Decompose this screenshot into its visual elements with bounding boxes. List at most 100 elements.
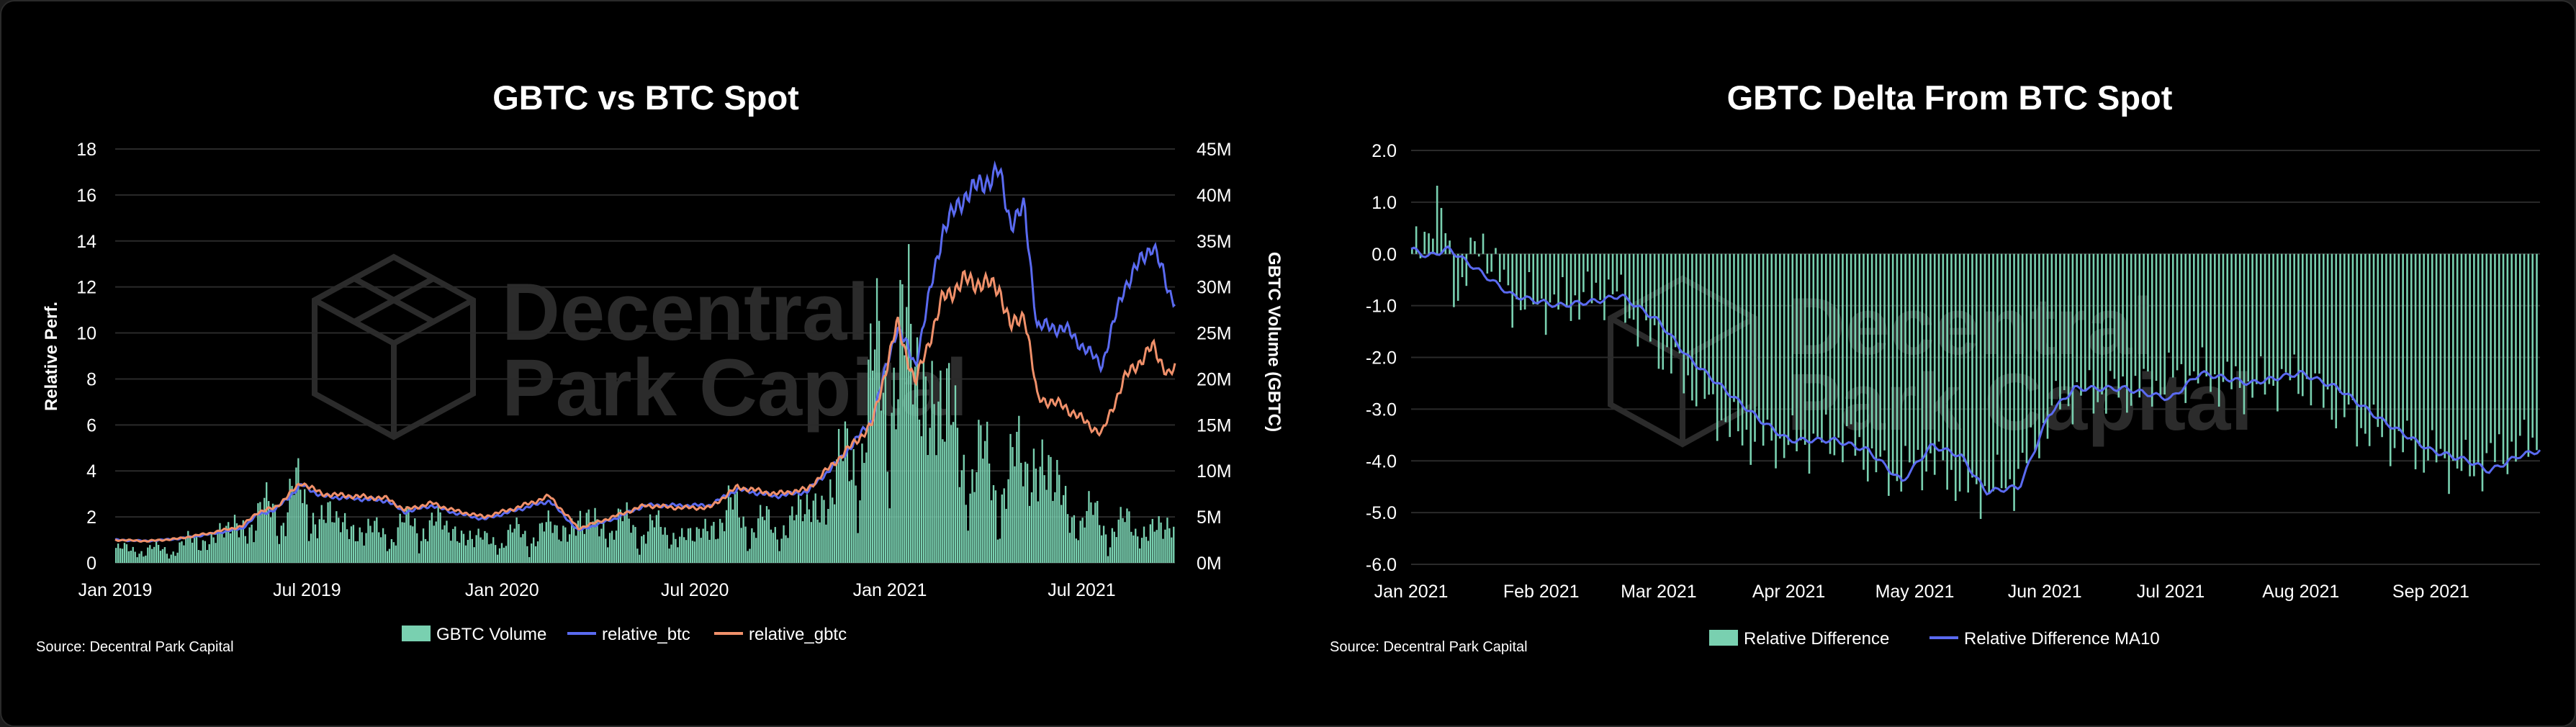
volume-bar (361, 532, 363, 563)
volume-bar (145, 555, 147, 563)
volume-bar (498, 548, 501, 563)
volume-bar (371, 532, 374, 563)
volume-bar (320, 505, 323, 563)
difference-bar (2372, 253, 2375, 405)
volume-bar (323, 519, 325, 563)
volume-bar (246, 543, 248, 563)
volume-bar (950, 425, 953, 563)
difference-bar (1896, 253, 1899, 482)
volume-bar (534, 546, 537, 563)
difference-bar (1925, 253, 1927, 472)
volume-bar (452, 528, 454, 563)
volume-bar (935, 455, 937, 563)
volume-bar (643, 534, 645, 563)
difference-bar (2356, 253, 2359, 447)
volume-bar (1064, 486, 1067, 563)
volume-bar (1052, 500, 1054, 563)
difference-bar (1867, 253, 1869, 482)
difference-bar (2464, 253, 2467, 440)
volume-bar (382, 528, 384, 563)
difference-bar (2448, 253, 2450, 495)
volume-bar (816, 519, 819, 563)
volume-bar (1156, 530, 1158, 563)
volume-bar (507, 530, 509, 563)
volume-bar (872, 370, 874, 563)
volume-bar (893, 367, 895, 563)
difference-bar (1791, 253, 1794, 416)
difference-bar (2021, 253, 2024, 453)
difference-bar (2046, 253, 2049, 439)
volume-bar (479, 537, 482, 563)
volume-bar (834, 504, 836, 563)
volume-bar (386, 551, 389, 563)
volume-bar (587, 509, 590, 563)
volume-bar (963, 454, 965, 563)
volume-bar (850, 479, 852, 563)
difference-bar (1624, 253, 1626, 323)
volume-bar (159, 551, 162, 563)
volume-bar (857, 533, 859, 563)
volume-bar (598, 536, 600, 563)
difference-bar (1870, 253, 1873, 448)
y2-tick-label: 45M (1197, 140, 1232, 160)
difference-bar (2494, 253, 2496, 462)
difference-bar (1724, 253, 1727, 423)
volume-bar (1130, 531, 1132, 563)
difference-bar (1783, 253, 1785, 459)
volume-bar (799, 499, 802, 563)
volume-bar (653, 527, 656, 563)
difference-bar (1444, 232, 1447, 254)
volume-bar (765, 506, 768, 563)
difference-bar (1549, 253, 1552, 303)
volume-bar (772, 533, 774, 563)
difference-bar (2259, 253, 2262, 357)
volume-bar (531, 543, 533, 563)
volume-bar (191, 542, 194, 563)
volume-bar (736, 491, 738, 563)
difference-bar (1544, 253, 1547, 335)
difference-bar (1536, 253, 1539, 305)
difference-bar (1590, 253, 1593, 304)
volume-bar (1147, 541, 1150, 563)
difference-bar (1469, 238, 1472, 254)
volume-bar (511, 532, 513, 563)
volume-bar (558, 539, 560, 563)
x-tick-label: Jul 2020 (661, 580, 729, 600)
difference-bar (1888, 253, 1890, 496)
y-tick-label: 0 (86, 554, 96, 574)
volume-bar (861, 443, 863, 563)
volume-bar (1107, 556, 1109, 563)
volume-bar (418, 553, 420, 563)
chart-title: GBTC vs BTC Spot (492, 78, 799, 117)
volume-bar (1068, 533, 1071, 563)
difference-bar (1958, 253, 1961, 492)
volume-bar (1035, 468, 1037, 563)
cube-logo-icon (312, 253, 476, 441)
x-tick-label: Aug 2021 (2262, 582, 2339, 602)
volume-bar (888, 508, 891, 563)
volume-bar (551, 533, 554, 563)
y-tick-label: 10 (76, 324, 96, 344)
volume-bar (193, 536, 196, 563)
volume-bar (793, 520, 796, 563)
volume-bar (806, 494, 809, 563)
volume-bar (990, 500, 993, 563)
volume-bar (916, 337, 919, 563)
volume-bar (1145, 536, 1148, 563)
volume-bar (1043, 475, 1045, 563)
volume-bar (960, 470, 963, 563)
difference-bar (1909, 253, 1911, 463)
volume-bar (543, 531, 546, 563)
chart-title: GBTC Delta From BTC Spot (1727, 78, 2173, 117)
volume-bar (1056, 459, 1058, 563)
difference-bar (1645, 253, 1647, 321)
volume-bar (119, 548, 122, 563)
volume-bar (134, 551, 136, 563)
difference-bar (2305, 253, 2308, 379)
volume-bar (526, 546, 528, 563)
volume-bar (829, 479, 832, 563)
volume-bar (668, 548, 670, 563)
volume-bar (922, 362, 925, 563)
volume-bar (675, 538, 677, 563)
difference-bar (2151, 253, 2153, 407)
